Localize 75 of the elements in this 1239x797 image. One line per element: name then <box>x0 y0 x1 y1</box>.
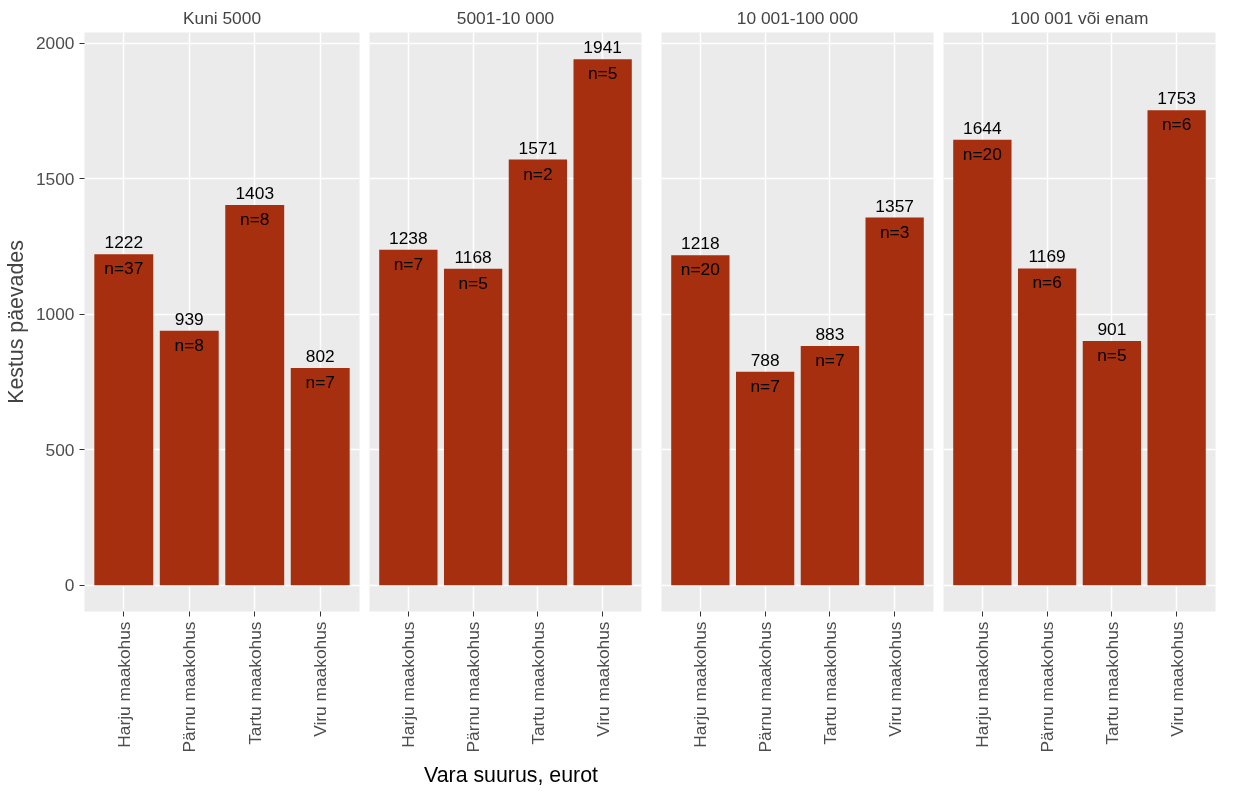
x-axis-title: Vara suurus, eurot <box>424 762 598 789</box>
data-label: 939 <box>174 308 204 329</box>
x-tick-label: Harju maakohus <box>398 621 419 748</box>
annotation: n=6 <box>1161 114 1192 135</box>
bar <box>1147 110 1206 586</box>
data-label: 1941 <box>583 37 622 58</box>
bar <box>1017 268 1077 586</box>
data-label: 883 <box>815 323 845 344</box>
annotation: n=2 <box>523 163 553 184</box>
annotation: n=37 <box>104 258 144 279</box>
x-tick-label: Tartu maakohus <box>819 621 840 745</box>
x-tick-label: Harju maakohus <box>690 621 711 748</box>
annotation: n=3 <box>879 221 910 242</box>
bar <box>573 59 632 586</box>
x-tick-label: Pärnu maakohus <box>179 621 200 753</box>
data-label: 1169 <box>1028 246 1066 267</box>
chart-title: 10 001-100 000 <box>736 7 859 28</box>
y-tick-label: 1500 <box>35 168 75 189</box>
chart-title: 5001-10 000 <box>456 7 555 28</box>
annotation: n=5 <box>587 63 618 84</box>
bar <box>735 371 795 586</box>
annotation: n=8 <box>240 209 270 230</box>
bar <box>800 345 860 586</box>
x-tick-label: Pärnu maakohus <box>1037 621 1058 753</box>
bar <box>379 249 438 586</box>
x-tick-label: Viru maakohus <box>1166 621 1187 737</box>
annotation: n=5 <box>458 272 488 293</box>
data-label: 1222 <box>104 232 144 253</box>
y-tick-label: 2000 <box>35 33 75 54</box>
chart-title: 100 001 või enam <box>1010 7 1149 28</box>
data-label: 1403 <box>235 183 275 204</box>
annotation: n=20 <box>680 259 720 280</box>
x-tick-label: Tartu maakohus <box>1101 621 1122 745</box>
y-tick-label: 0 <box>64 575 75 596</box>
bar <box>865 217 924 586</box>
x-tick-label: Pärnu maakohus <box>463 621 484 753</box>
data-label: 788 <box>750 349 780 370</box>
data-label: 1753 <box>1157 88 1196 109</box>
x-tick-label: Viru maakohus <box>592 621 613 737</box>
data-label: 1571 <box>518 137 558 158</box>
bar <box>290 367 350 586</box>
annotation: n=7 <box>815 349 845 370</box>
annotation: n=7 <box>393 253 424 274</box>
data-label: 1238 <box>389 227 428 248</box>
x-tick-label: Tartu maakohus <box>244 621 265 745</box>
annotation: n=5 <box>1097 345 1127 366</box>
data-label: 802 <box>305 345 335 366</box>
y-axis-title: Kestus päevades <box>3 240 28 404</box>
data-label: 901 <box>1097 319 1127 340</box>
chart-title: Kuni 5000 <box>182 7 262 28</box>
annotation: n=7 <box>305 371 335 392</box>
y-tick-label: 1000 <box>35 304 75 325</box>
bar <box>1082 341 1142 586</box>
annotation: n=7 <box>750 375 780 396</box>
x-tick-label: Pärnu maakohus <box>755 621 776 753</box>
bar <box>953 139 1012 586</box>
bar <box>671 255 730 586</box>
data-label: 1357 <box>875 195 914 216</box>
annotation: n=6 <box>1032 272 1062 293</box>
annotation: n=20 <box>962 143 1002 164</box>
data-label: 1644 <box>963 117 1002 138</box>
bar <box>94 254 154 586</box>
data-label: 1168 <box>454 246 492 267</box>
bar <box>225 205 285 586</box>
x-tick-label: Viru maakohus <box>310 621 331 737</box>
data-label: 1218 <box>681 233 720 254</box>
x-tick-label: Viru maakohus <box>884 621 905 737</box>
bar <box>159 330 219 586</box>
x-tick-label: Harju maakohus <box>113 621 134 748</box>
bar <box>508 159 568 586</box>
bar <box>443 268 503 586</box>
y-tick-label: 500 <box>45 439 75 460</box>
x-tick-label: Harju maakohus <box>972 621 993 748</box>
x-tick-label: Tartu maakohus <box>527 621 548 745</box>
annotation: n=8 <box>174 334 204 355</box>
